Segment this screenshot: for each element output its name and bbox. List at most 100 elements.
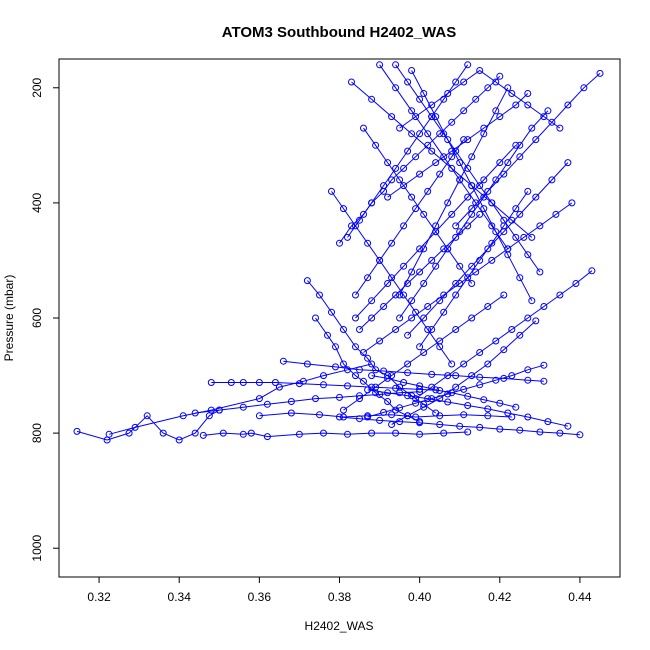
data-point <box>436 170 444 178</box>
data-point <box>400 379 408 386</box>
data-point <box>468 262 476 270</box>
data-point <box>492 107 500 115</box>
data-point <box>428 326 436 333</box>
data-point <box>384 280 392 287</box>
profile-line <box>355 139 465 296</box>
x-axis: 0.32 0.34 0.36 0.38 0.40 0.42 0.44 <box>87 577 592 604</box>
data-point <box>356 415 363 423</box>
profile-line <box>395 64 541 273</box>
data-point <box>524 90 532 97</box>
data-point <box>488 239 496 247</box>
data-point <box>528 124 536 132</box>
data-point <box>404 331 412 339</box>
data-point <box>464 428 472 436</box>
data-point <box>384 374 392 382</box>
data-point <box>424 130 432 138</box>
data-point <box>464 136 472 144</box>
data-point <box>540 361 548 369</box>
data-point <box>408 268 416 276</box>
data-point <box>396 314 404 322</box>
data-point <box>368 95 376 103</box>
y-tick-label: 400 <box>30 193 44 213</box>
data-point <box>440 429 448 437</box>
data-point <box>416 130 424 138</box>
data-point <box>576 431 584 439</box>
data-point <box>476 182 484 190</box>
data-point <box>408 130 416 138</box>
data-point <box>73 427 81 435</box>
data-point <box>528 233 536 241</box>
data-point <box>299 377 307 385</box>
data-point <box>364 274 372 282</box>
data-point <box>199 431 207 439</box>
data-point <box>348 222 355 230</box>
data-point <box>404 392 412 400</box>
data-point <box>412 113 420 121</box>
data-point <box>408 193 416 201</box>
data-point <box>408 67 416 74</box>
data-point <box>536 268 544 276</box>
profile-series <box>340 291 508 414</box>
data-point <box>388 176 396 184</box>
y-axis: 200 400 600 800 1000 <box>30 77 59 562</box>
data-point <box>340 406 347 414</box>
data-point <box>532 317 540 325</box>
data-point <box>336 393 343 401</box>
profile-line <box>343 294 505 411</box>
data-point <box>287 409 295 417</box>
data-point <box>328 187 335 195</box>
data-point <box>392 291 400 299</box>
data-point <box>468 280 476 287</box>
data-point <box>548 118 556 126</box>
data-point <box>428 395 436 403</box>
data-point <box>556 124 564 132</box>
data-point <box>580 84 588 92</box>
data-point <box>320 372 327 380</box>
data-point <box>316 291 323 299</box>
data-point <box>428 256 436 264</box>
data-point <box>500 291 508 299</box>
data-point <box>404 412 412 420</box>
data-point <box>348 78 355 86</box>
profile-series <box>384 90 532 201</box>
data-point <box>384 159 392 167</box>
data-point <box>516 331 524 339</box>
data-point <box>275 383 283 391</box>
data-point <box>444 199 452 207</box>
data-point <box>340 326 347 333</box>
profile-line <box>347 64 469 238</box>
data-point <box>476 373 484 381</box>
profile-line <box>339 416 580 436</box>
data-point <box>368 372 376 380</box>
data-point <box>500 216 508 224</box>
data-point <box>352 372 359 380</box>
data-point <box>528 297 536 305</box>
chart-title: ATOM3 Southbound H2402_WAS <box>222 24 456 41</box>
data-point <box>484 405 492 413</box>
profile-line <box>351 81 533 238</box>
profile-line <box>108 363 372 435</box>
data-point <box>255 412 263 420</box>
x-tick-label: 0.40 <box>408 590 432 604</box>
data-point <box>476 210 484 218</box>
data-point <box>352 314 359 322</box>
data-point <box>392 326 400 333</box>
profile-series <box>336 413 584 439</box>
data-point <box>175 436 183 444</box>
profile-line <box>203 431 468 438</box>
data-point <box>396 124 404 132</box>
data-point <box>540 113 548 121</box>
data-point <box>548 176 556 184</box>
data-point <box>480 396 488 404</box>
x-tick-label: 0.38 <box>328 590 352 604</box>
data-point <box>452 222 460 230</box>
data-point <box>492 337 500 345</box>
data-point <box>380 182 388 190</box>
data-point <box>412 399 420 407</box>
profile-series <box>105 360 376 438</box>
data-point <box>360 349 367 356</box>
data-point <box>524 251 532 259</box>
data-point <box>496 113 504 121</box>
data-point <box>564 101 572 109</box>
data-point <box>396 383 404 391</box>
